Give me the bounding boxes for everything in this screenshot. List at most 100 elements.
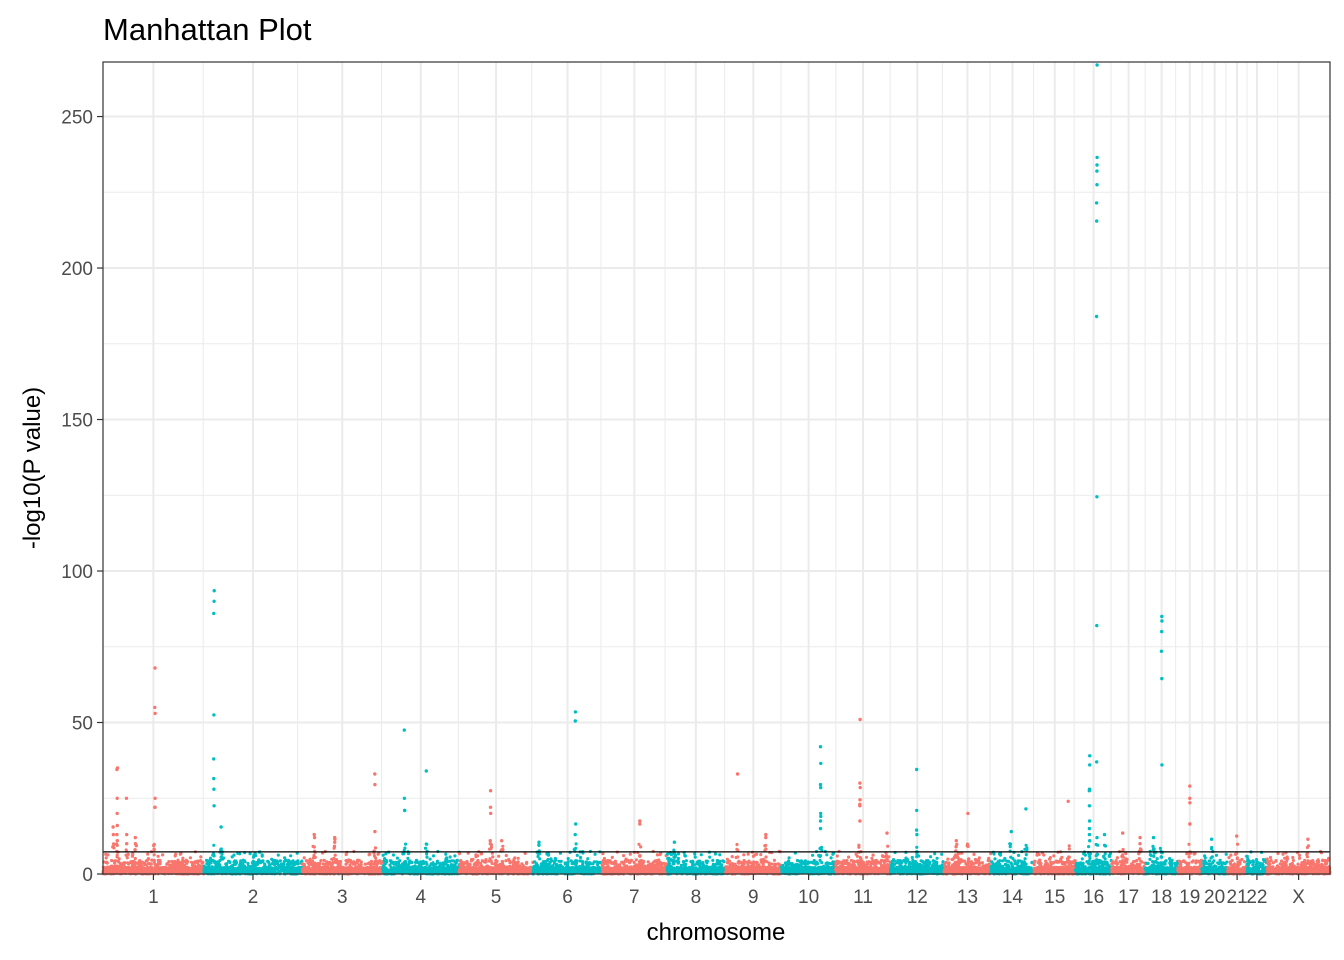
data-point: [384, 852, 388, 856]
data-point: [289, 866, 293, 870]
data-point: [239, 860, 243, 865]
data-point: [433, 870, 437, 874]
data-point: [500, 863, 504, 867]
data-point: [199, 855, 203, 859]
data-point: [344, 852, 348, 857]
data-point: [109, 864, 113, 869]
data-point: [172, 861, 176, 865]
data-point: [661, 866, 665, 871]
peak-point: [573, 710, 578, 714]
data-point: [302, 856, 306, 860]
peak-point: [489, 811, 493, 816]
data-point: [215, 862, 219, 866]
data-point: [140, 860, 145, 864]
data-point: [368, 867, 372, 871]
data-point: [236, 869, 240, 873]
data-point: [485, 868, 489, 872]
data-point: [172, 870, 176, 875]
data-point: [134, 843, 138, 848]
data-point: [332, 856, 336, 861]
data-point: [169, 863, 173, 867]
data-point: [428, 857, 432, 861]
peak-point: [373, 829, 377, 834]
data-point: [136, 862, 140, 866]
data-point: [622, 854, 626, 858]
data-point: [260, 854, 264, 858]
data-point: [312, 853, 316, 858]
data-point: [392, 866, 396, 870]
data-point: [277, 869, 281, 873]
data-point: [155, 863, 160, 867]
data-point: [289, 854, 293, 858]
data-point: [494, 862, 498, 866]
data-point: [206, 865, 210, 869]
data-point: [278, 859, 282, 863]
data-point: [429, 862, 433, 866]
data-point: [273, 858, 277, 863]
data-point: [574, 842, 578, 846]
data-point: [420, 868, 425, 872]
data-point: [338, 862, 342, 866]
data-point: [297, 867, 301, 871]
data-point: [481, 869, 485, 873]
data-point: [555, 869, 559, 873]
data-point: [332, 844, 337, 848]
data-point: [410, 860, 414, 865]
data-point: [412, 865, 416, 869]
data-point: [660, 862, 664, 866]
data-point: [152, 867, 156, 871]
data-points: [101, 63, 1332, 876]
data-point: [113, 859, 118, 863]
data-point: [489, 847, 493, 851]
data-point: [279, 865, 283, 869]
data-point: [444, 852, 448, 856]
data-point: [261, 859, 265, 863]
data-point: [403, 846, 407, 850]
peak-point: [573, 719, 577, 723]
data-point: [115, 842, 119, 846]
data-point: [462, 866, 467, 870]
data-point: [173, 863, 177, 868]
data-point: [323, 862, 327, 867]
data-point: [260, 869, 264, 874]
peak-point: [153, 805, 157, 809]
data-point: [597, 869, 601, 874]
data-point: [192, 870, 197, 875]
data-point: [315, 867, 319, 872]
data-point: [475, 861, 479, 865]
data-point: [722, 860, 726, 864]
data-point: [436, 868, 440, 872]
data-point: [488, 857, 492, 861]
data-point: [517, 868, 522, 873]
data-point: [306, 868, 310, 872]
peak-point: [333, 840, 337, 844]
data-point: [509, 866, 513, 870]
data-point: [251, 855, 256, 859]
data-point: [704, 859, 708, 863]
data-point: [648, 868, 652, 872]
data-point: [593, 852, 597, 856]
data-point: [635, 863, 640, 867]
data-point: [395, 866, 399, 870]
peak-point: [111, 832, 116, 837]
data-point: [374, 866, 378, 870]
data-point: [432, 866, 436, 870]
data-point: [578, 859, 582, 863]
data-point: [480, 859, 484, 863]
data-point: [241, 869, 246, 873]
data-point: [416, 865, 420, 870]
data-point: [628, 852, 632, 856]
data-point: [404, 867, 408, 871]
data-point: [579, 866, 584, 871]
data-point: [601, 859, 605, 863]
data-point: [431, 854, 436, 858]
data-point: [133, 856, 137, 861]
data-point: [478, 866, 482, 870]
data-point: [357, 858, 361, 863]
data-point: [267, 868, 272, 872]
peak-point: [133, 835, 137, 840]
data-point: [180, 861, 184, 865]
data-point: [219, 866, 223, 870]
peak-point: [125, 832, 129, 837]
